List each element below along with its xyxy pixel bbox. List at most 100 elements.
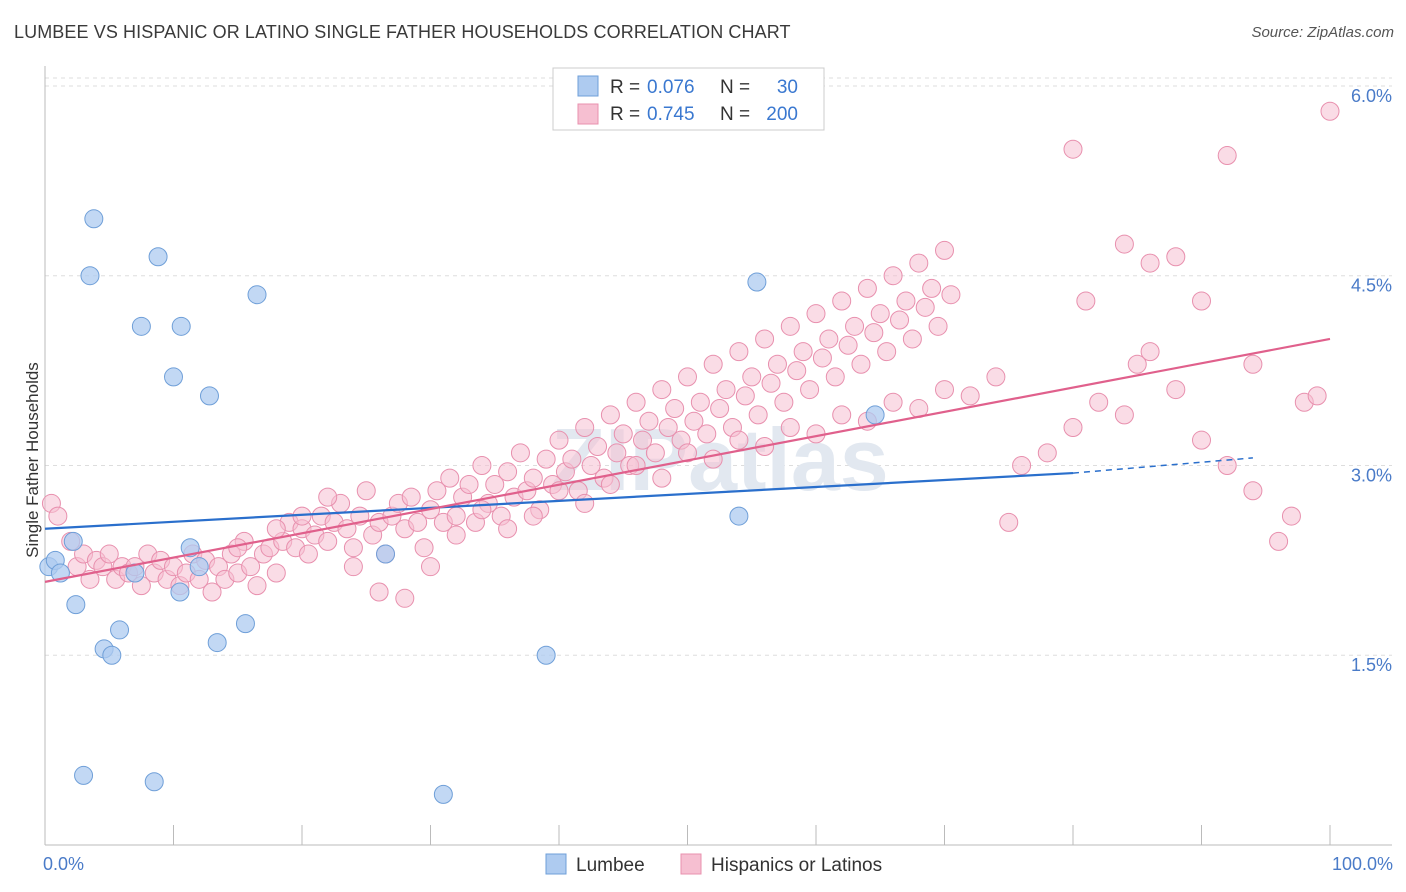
hispanic-point: [421, 557, 440, 577]
hispanic-point: [446, 525, 466, 545]
hispanic-trend-line: [44, 337, 1331, 583]
lumbee-point: [148, 247, 168, 267]
hispanic-point: [806, 304, 826, 324]
hispanic-point: [774, 392, 794, 412]
hispanic-point: [652, 380, 672, 400]
lumbee-point: [180, 538, 200, 558]
hispanic-point: [883, 392, 903, 412]
legend-r-label: R =: [610, 104, 640, 125]
hispanic-point: [1140, 342, 1160, 362]
hispanic-points: [41, 101, 1340, 608]
y-tick-label: 4.5%: [1351, 276, 1392, 296]
hispanic-point: [825, 367, 845, 387]
hispanic-point: [588, 437, 608, 456]
y-tick-label: 6.0%: [1351, 86, 1392, 106]
hispanic-point: [369, 582, 389, 602]
hispanic-point: [812, 348, 832, 368]
hispanic-point: [710, 399, 730, 419]
hispanic-point: [1063, 418, 1083, 438]
hispanic-point: [639, 411, 659, 431]
hispanic-point: [440, 468, 460, 488]
x-tick-labels: 0.0% 100.0%: [43, 854, 1393, 874]
hispanic-point: [665, 399, 685, 419]
y-tick-label: 3.0%: [1351, 465, 1392, 485]
hispanic-point: [318, 531, 338, 551]
hispanic-point: [761, 373, 781, 393]
axes: [44, 66, 1392, 846]
hispanic-point: [575, 493, 595, 513]
bottom-legend-hispanic: Hispanics or Latinos: [711, 855, 882, 876]
hispanic-point: [343, 538, 363, 558]
trend-lines: [44, 337, 1331, 583]
hispanic-point: [1127, 354, 1147, 374]
hispanic-point: [408, 512, 428, 532]
hispanic-point: [787, 361, 807, 381]
hispanic-point: [1192, 291, 1211, 311]
lumbee-trend-line: [44, 471, 1074, 530]
hispanic-point: [851, 354, 871, 374]
hispanic-point: [266, 563, 286, 583]
lumbee-point: [74, 765, 94, 785]
hispanic-point: [1281, 506, 1301, 526]
lumbee-point: [865, 405, 885, 425]
hispanic-point: [241, 557, 261, 577]
lumbee-point: [63, 531, 83, 551]
source-label: Source: ZipAtlas.com: [1251, 24, 1394, 41]
hispanic-point: [1063, 139, 1083, 159]
legend-n-label: N =: [720, 77, 750, 98]
hispanic-point: [1243, 354, 1263, 374]
hispanic-point: [1269, 531, 1289, 551]
hispanic-point: [562, 449, 582, 469]
hispanic-point: [607, 443, 627, 463]
x-tick-label: 0.0%: [43, 854, 84, 874]
y-tick-labels: 1.5% 3.0% 4.5% 6.0%: [1351, 86, 1392, 675]
bottom-legend-swatch-hispanic: [680, 853, 702, 875]
lumbee-points: [39, 209, 885, 804]
bottom-legend: Lumbee Hispanics or Latinos: [545, 853, 882, 876]
hispanic-point: [767, 354, 787, 374]
hispanic-point: [99, 544, 119, 564]
hispanic-point: [1166, 247, 1186, 267]
hispanic-point: [427, 481, 447, 501]
legend-n-value: 30: [777, 77, 798, 98]
hispanic-point: [690, 392, 710, 412]
hispanic-point: [202, 582, 222, 602]
hispanic-point: [459, 474, 479, 494]
hispanic-point: [684, 411, 704, 431]
bottom-legend-lumbee: Lumbee: [576, 855, 645, 876]
hispanic-point: [703, 449, 723, 469]
hispanic-point: [318, 487, 338, 507]
hispanic-point: [755, 329, 775, 349]
hispanic-point: [247, 576, 267, 596]
lumbee-point: [144, 772, 164, 792]
lumbee-point: [376, 544, 396, 564]
hispanic-point: [678, 443, 697, 463]
hispanic-point: [510, 443, 530, 463]
hispanic-point: [498, 462, 518, 482]
hispanic-point: [780, 316, 800, 336]
hispanic-point: [729, 430, 749, 450]
hispanic-point: [575, 418, 595, 438]
chart-title: LUMBEE VS HISPANIC OR LATINO SINGLE FATH…: [14, 22, 791, 42]
hispanic-point: [1089, 392, 1109, 412]
hispanic-point: [697, 424, 717, 444]
hispanic-point: [356, 481, 376, 501]
lumbee-point: [170, 582, 190, 602]
hispanic-point: [742, 367, 762, 387]
lumbee-point: [433, 784, 453, 804]
hispanic-point: [1243, 481, 1263, 501]
hispanic-point: [1012, 455, 1032, 475]
hispanic-point: [613, 424, 633, 444]
hispanic-point: [652, 468, 672, 488]
hispanic-point: [498, 519, 518, 539]
hispanic-point: [645, 443, 665, 463]
legend-swatch-hispanic: [577, 103, 599, 125]
y-tick-label: 1.5%: [1351, 655, 1392, 675]
hispanic-point: [1166, 380, 1186, 400]
hispanic-point: [1037, 443, 1057, 463]
hispanic-point: [845, 316, 865, 336]
hispanic-point: [678, 367, 697, 387]
hispanic-point: [1114, 234, 1134, 254]
hispanic-point: [793, 342, 813, 362]
